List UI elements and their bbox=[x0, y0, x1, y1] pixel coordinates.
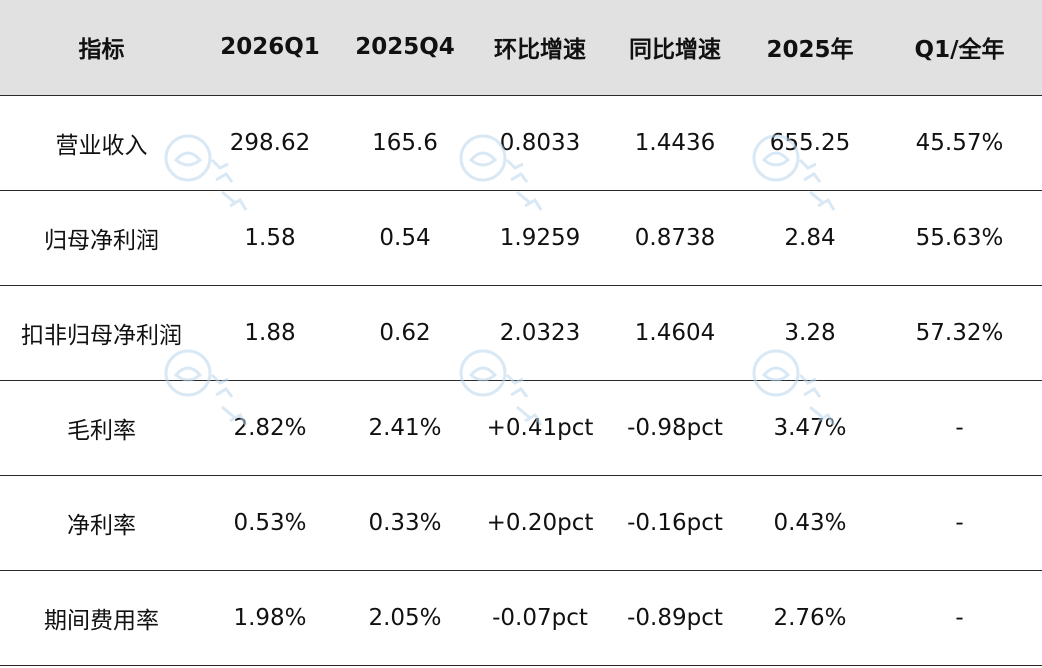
table-cell: 2.41% bbox=[337, 380, 473, 476]
table-cell: 1.4436 bbox=[607, 95, 743, 191]
table-cell: 57.32% bbox=[877, 285, 1042, 381]
header-2025q4: 2025Q4 bbox=[337, 0, 473, 96]
table-cell: 0.33% bbox=[337, 475, 473, 571]
table-cell: 1.4604 bbox=[607, 285, 743, 381]
table-cell: 3.47% bbox=[743, 380, 877, 476]
table-cell: 1.88 bbox=[203, 285, 337, 381]
table-cell: 0.54 bbox=[337, 190, 473, 286]
table-cell: -0.98pct bbox=[607, 380, 743, 476]
table-cell: - bbox=[877, 380, 1042, 476]
table-cell: 2.0323 bbox=[473, 285, 607, 381]
header-qoq-growth: 环比增速 bbox=[473, 0, 607, 96]
table-cell: 1.98% bbox=[203, 570, 337, 666]
table-row: 扣非归母净利润 1.88 0.62 2.0323 1.4604 3.28 57.… bbox=[0, 285, 1042, 381]
table-cell: - bbox=[877, 570, 1042, 666]
table-cell: 0.8738 bbox=[607, 190, 743, 286]
table-cell: -0.16pct bbox=[607, 475, 743, 571]
table-cell: 2.76% bbox=[743, 570, 877, 666]
table-cell: 0.62 bbox=[337, 285, 473, 381]
header-2026q1: 2026Q1 bbox=[203, 0, 337, 96]
table-cell: 3.28 bbox=[743, 285, 877, 381]
header-q1-of-year: Q1/全年 bbox=[877, 0, 1042, 96]
row-label: 扣非归母净利润 bbox=[0, 285, 203, 381]
table-cell: 55.63% bbox=[877, 190, 1042, 286]
table-cell: +0.41pct bbox=[473, 380, 607, 476]
table-row: 期间费用率 1.98% 2.05% -0.07pct -0.89pct 2.76… bbox=[0, 570, 1042, 666]
table-cell: 2.05% bbox=[337, 570, 473, 666]
table-row: 净利率 0.53% 0.33% +0.20pct -0.16pct 0.43% … bbox=[0, 475, 1042, 571]
table-cell: - bbox=[877, 475, 1042, 571]
table-cell: 1.9259 bbox=[473, 190, 607, 286]
row-label: 净利率 bbox=[0, 475, 203, 571]
row-label: 毛利率 bbox=[0, 380, 203, 476]
table-row: 归母净利润 1.58 0.54 1.9259 0.8738 2.84 55.63… bbox=[0, 190, 1042, 286]
table-cell: 2.84 bbox=[743, 190, 877, 286]
table-cell: -0.89pct bbox=[607, 570, 743, 666]
table-cell: 0.43% bbox=[743, 475, 877, 571]
table-row: 毛利率 2.82% 2.41% +0.41pct -0.98pct 3.47% … bbox=[0, 380, 1042, 476]
table-cell: 298.62 bbox=[203, 95, 337, 191]
table-row: 营业收入 298.62 165.6 0.8033 1.4436 655.25 4… bbox=[0, 95, 1042, 191]
table-header-row: 指标 2026Q1 2025Q4 环比增速 同比增速 2025年 Q1/全年 bbox=[0, 0, 1042, 96]
header-metric: 指标 bbox=[0, 0, 203, 96]
header-2025-year: 2025年 bbox=[743, 0, 877, 96]
table-cell: 45.57% bbox=[877, 95, 1042, 191]
row-label: 归母净利润 bbox=[0, 190, 203, 286]
table-cell: 655.25 bbox=[743, 95, 877, 191]
table-cell: 2.82% bbox=[203, 380, 337, 476]
row-label: 营业收入 bbox=[0, 95, 203, 191]
table-cell: +0.20pct bbox=[473, 475, 607, 571]
table-cell: 165.6 bbox=[337, 95, 473, 191]
table-cell: 0.8033 bbox=[473, 95, 607, 191]
header-yoy-growth: 同比增速 bbox=[607, 0, 743, 96]
table-cell: -0.07pct bbox=[473, 570, 607, 666]
table-cell: 1.58 bbox=[203, 190, 337, 286]
row-label: 期间费用率 bbox=[0, 570, 203, 666]
table-cell: 0.53% bbox=[203, 475, 337, 571]
